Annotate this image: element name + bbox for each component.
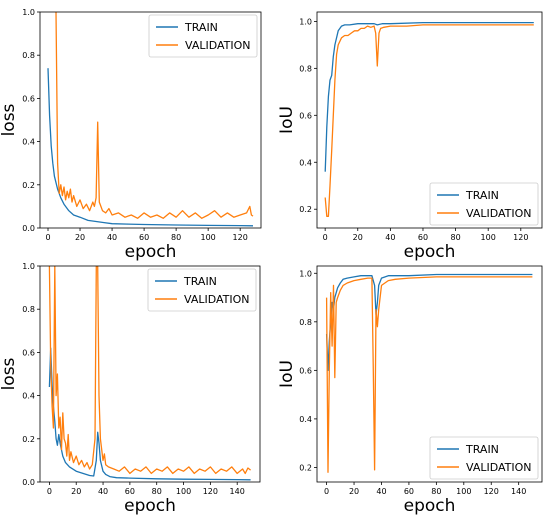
x-axis-label: epoch: [125, 242, 177, 262]
x-tick-label: 20: [71, 487, 81, 496]
y-tick-label: 0.8: [299, 64, 312, 73]
x-tick-label: 80: [171, 233, 181, 242]
series-line-train: [325, 273, 533, 372]
y-tick-label: 0.2: [299, 205, 312, 214]
x-tick-label: 0: [323, 233, 328, 242]
x-tick-label: 100: [456, 487, 471, 496]
series-line-validation: [55, 12, 254, 219]
legend-label-train: TRAIN: [183, 275, 217, 288]
x-tick-label: 60: [418, 233, 428, 242]
x-tick-label: 60: [139, 233, 149, 242]
x-tick-label: 40: [98, 487, 108, 496]
series-line-validation: [325, 276, 533, 473]
series-line-validation: [48, 266, 251, 475]
x-tick-label: 100: [176, 487, 191, 496]
y-tick-label: 0.8: [22, 51, 35, 60]
x-tick-label: 100: [201, 233, 216, 242]
x-tick-label: 120: [484, 487, 499, 496]
axes-frame: [39, 265, 261, 483]
x-axis-label: epoch: [404, 242, 456, 262]
y-tick-label: 0.4: [22, 138, 35, 147]
x-tick-label: 0: [47, 487, 52, 496]
y-tick-label: 0.2: [22, 181, 35, 190]
legend-label-train: TRAIN: [184, 21, 218, 34]
x-tick-label: 80: [450, 233, 460, 242]
legend: TRAIN VALIDATION: [147, 268, 257, 312]
y-tick-label: 0.2: [299, 463, 312, 472]
x-tick-label: 0: [324, 487, 329, 496]
y-axis-label: IoU: [277, 106, 297, 134]
x-axis-label: epoch: [404, 496, 456, 516]
chart-panel-1: 0 20 40 60 80 100 120 0.0 0.2 0.4 0.6 0.8 1.0 epoch lo…: [0, 8, 262, 262]
y-tick-label: 0.2: [22, 435, 35, 444]
y-tick-label: 0.0: [22, 224, 35, 233]
legend-label-validation: VALIDATION: [185, 39, 251, 52]
x-axis-label: epoch: [124, 496, 176, 516]
x-tick-label: 40: [107, 233, 117, 242]
x-tick-label: 20: [349, 487, 359, 496]
chart-panel-4: 0 20 40 60 80 100 120 140 0.2 0.4 0.6 0.8 1.0 epoch Io…: [277, 265, 543, 516]
y-axis-label: loss: [0, 357, 19, 390]
legend-label-train: TRAIN: [465, 189, 499, 202]
chart-panel-3: 0 20 40 60 80 100 120 140 0.0 0.2 0.4 0.6 0.8 1.0 epoc…: [0, 262, 261, 516]
legend-label-validation: VALIDATION: [184, 293, 250, 306]
y-tick-label: 0.4: [299, 415, 312, 424]
y-tick-label: 0.6: [22, 94, 35, 103]
y-tick-label: 1.0: [299, 17, 312, 26]
legend-box: [147, 268, 257, 312]
y-tick-label: 0.6: [299, 111, 312, 120]
y-tick-label: 0.6: [22, 348, 35, 357]
legend-label-validation: VALIDATION: [466, 461, 532, 474]
x-tick-label: 140: [511, 487, 526, 496]
x-tick-label: 100: [481, 233, 496, 242]
series-line-validation: [324, 24, 534, 217]
x-tick-label: 40: [385, 233, 395, 242]
y-tick-label: 1.0: [22, 262, 35, 271]
y-tick-label: 0.6: [299, 366, 312, 375]
legend-label-validation: VALIDATION: [466, 207, 532, 220]
series-line-train: [47, 68, 254, 227]
legend-box: [429, 436, 539, 480]
y-tick-label: 0.8: [22, 305, 35, 314]
series-line-train: [324, 21, 534, 172]
axes-frame: [316, 11, 543, 229]
y-tick-label: 1.0: [22, 8, 35, 17]
axes-frame: [316, 265, 543, 483]
x-tick-label: 20: [353, 233, 363, 242]
x-tick-label: 20: [75, 233, 85, 242]
legend: TRAIN VALIDATION: [429, 182, 539, 226]
x-tick-label: 80: [431, 487, 441, 496]
x-tick-label: 80: [152, 487, 162, 496]
y-axis-label: loss: [0, 103, 19, 136]
y-tick-label: 1.0: [299, 269, 312, 278]
legend: TRAIN VALIDATION: [429, 436, 539, 480]
legend-box: [429, 182, 539, 226]
y-tick-label: 0.4: [299, 158, 312, 167]
legend: TRAIN VALIDATION: [148, 14, 258, 58]
x-tick-label: 120: [513, 233, 528, 242]
series-line-train: [48, 347, 251, 481]
y-tick-label: 0.8: [299, 318, 312, 327]
legend-box: [148, 14, 258, 58]
x-tick-label: 60: [125, 487, 135, 496]
x-tick-label: 120: [233, 233, 248, 242]
x-tick-label: 140: [230, 487, 245, 496]
legend-label-train: TRAIN: [465, 443, 499, 456]
chart-panel-2: 0 20 40 60 80 100 120 0.2 0.4 0.6 0.8 1.0 epoch IoU TR…: [277, 11, 543, 262]
y-tick-label: 0.4: [22, 392, 35, 401]
x-tick-label: 120: [203, 487, 218, 496]
axes-frame: [39, 11, 262, 229]
y-axis-label: IoU: [277, 360, 297, 388]
y-tick-label: 0.0: [22, 478, 35, 487]
x-tick-label: 0: [45, 233, 50, 242]
x-tick-label: 40: [376, 487, 386, 496]
x-tick-label: 60: [404, 487, 414, 496]
